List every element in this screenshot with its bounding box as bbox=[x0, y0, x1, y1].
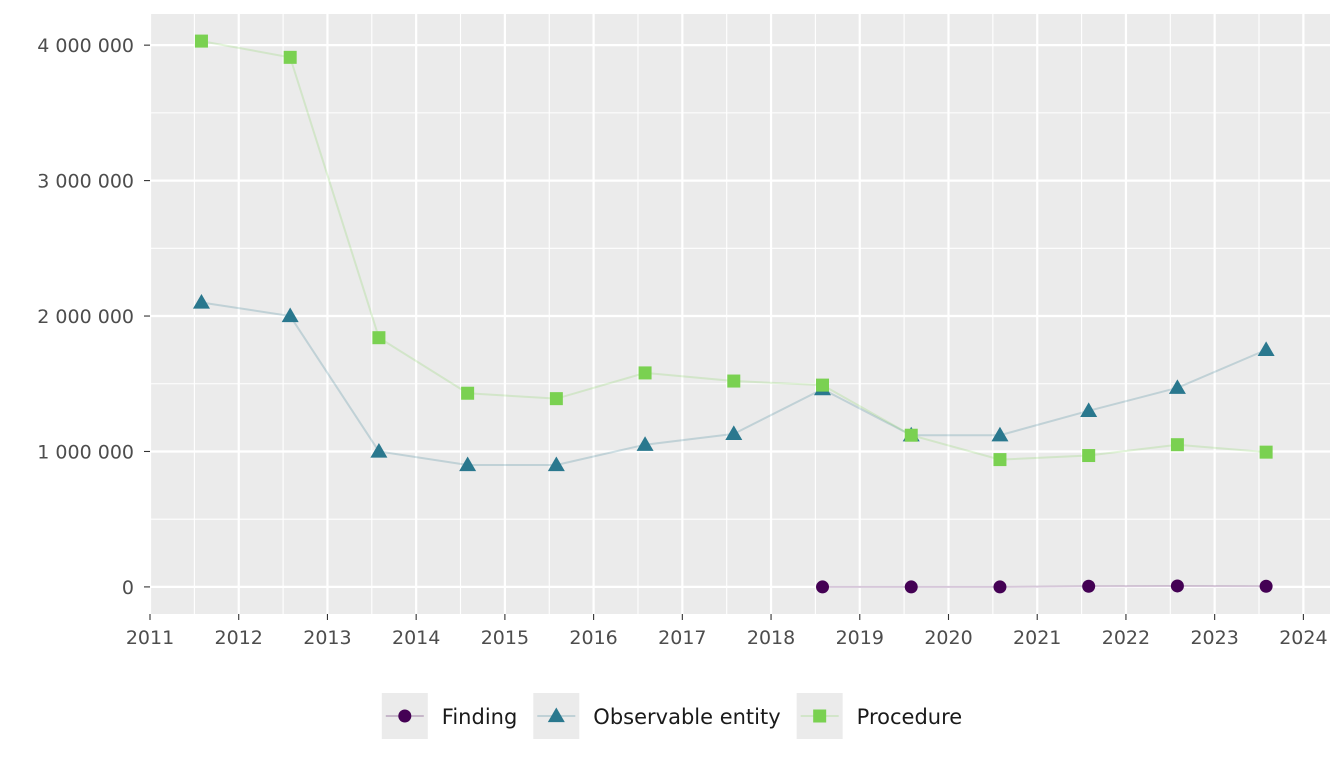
x-tick-label: 2023 bbox=[1190, 627, 1238, 649]
x-tick-label: 2016 bbox=[569, 627, 617, 649]
legend-key-marker-finding bbox=[398, 709, 412, 723]
data-point-finding bbox=[904, 580, 918, 594]
legend-item-procedure: Procedure bbox=[796, 693, 963, 739]
data-point-observable-entity bbox=[281, 307, 299, 323]
data-point-procedure bbox=[904, 428, 918, 442]
legend-item-observable-entity: Observable entity bbox=[533, 693, 781, 739]
data-point-finding bbox=[1082, 579, 1096, 593]
data-point-procedure bbox=[549, 392, 563, 406]
data-point-observable-entity bbox=[1168, 379, 1186, 394]
data-point-finding bbox=[1170, 579, 1184, 593]
y-tick-label: 0 bbox=[122, 577, 134, 599]
x-tick-label: 2019 bbox=[836, 627, 884, 649]
legend-label-finding: Finding bbox=[442, 705, 518, 729]
series-line-finding bbox=[822, 584, 1267, 588]
x-tick-label: 2020 bbox=[924, 627, 972, 649]
data-point-observable-entity bbox=[459, 456, 477, 472]
y-tick-label: 4 000 000 bbox=[37, 35, 134, 57]
legend-key-marker-observable-entity bbox=[547, 707, 565, 723]
data-point-procedure bbox=[727, 374, 741, 388]
data-point-observable-entity bbox=[547, 456, 565, 472]
legend-key-marker-procedure bbox=[813, 709, 827, 723]
y-tick-label: 3 000 000 bbox=[37, 171, 134, 193]
data-point-procedure bbox=[372, 331, 386, 345]
legend-label-procedure: Procedure bbox=[857, 705, 963, 729]
series-layer bbox=[192, 34, 1275, 594]
data-point-observable-entity bbox=[636, 436, 654, 451]
data-point-procedure bbox=[638, 366, 652, 380]
legend: Finding Observable entity Procedure bbox=[381, 693, 963, 739]
data-point-procedure bbox=[1170, 438, 1184, 452]
data-point-procedure bbox=[993, 453, 1007, 467]
data-point-observable-entity bbox=[725, 425, 743, 440]
y-tick-label: 1 000 000 bbox=[37, 441, 134, 463]
x-tick-label: 2014 bbox=[392, 627, 440, 649]
major-gridlines bbox=[148, 14, 1330, 614]
legend-item-finding: Finding bbox=[381, 693, 518, 739]
data-point-observable-entity bbox=[991, 426, 1009, 442]
plot-panel bbox=[150, 14, 1330, 614]
x-tick-label: 2022 bbox=[1102, 627, 1150, 649]
x-axis: 2011 2012 2013 2014 2015 2016 2017 2018 2019 2020… bbox=[126, 614, 1328, 649]
x-tick-label: 2017 bbox=[658, 627, 706, 649]
data-point-observable-entity bbox=[370, 442, 388, 458]
x-tick-label: 2012 bbox=[215, 627, 263, 649]
data-point-procedure bbox=[283, 50, 297, 64]
data-point-finding bbox=[1259, 579, 1273, 593]
series-finding bbox=[816, 579, 1273, 594]
series-procedure bbox=[194, 34, 1273, 467]
x-tick-label: 2013 bbox=[303, 627, 351, 649]
data-point-observable-entity bbox=[192, 293, 210, 309]
x-tick-label: 2024 bbox=[1279, 627, 1327, 649]
y-tick-label: 2 000 000 bbox=[37, 306, 134, 328]
data-point-finding bbox=[993, 580, 1007, 594]
legend-label-observable-entity: Observable entity bbox=[593, 705, 780, 729]
data-point-procedure bbox=[194, 34, 208, 48]
data-point-procedure bbox=[1259, 445, 1273, 459]
data-point-procedure bbox=[461, 386, 475, 400]
data-point-observable-entity bbox=[1080, 402, 1098, 417]
data-point-finding bbox=[816, 580, 830, 594]
x-tick-label: 2018 bbox=[747, 627, 795, 649]
x-tick-label: 2021 bbox=[1013, 627, 1061, 649]
data-point-procedure bbox=[1082, 449, 1096, 463]
y-axis: 0 1 000 000 2 000 000 3 000 000 4 000 000 bbox=[37, 35, 150, 599]
data-point-procedure bbox=[816, 378, 830, 392]
x-tick-label: 2015 bbox=[481, 627, 529, 649]
data-point-observable-entity bbox=[1257, 341, 1275, 357]
x-tick-label: 2011 bbox=[126, 627, 174, 649]
